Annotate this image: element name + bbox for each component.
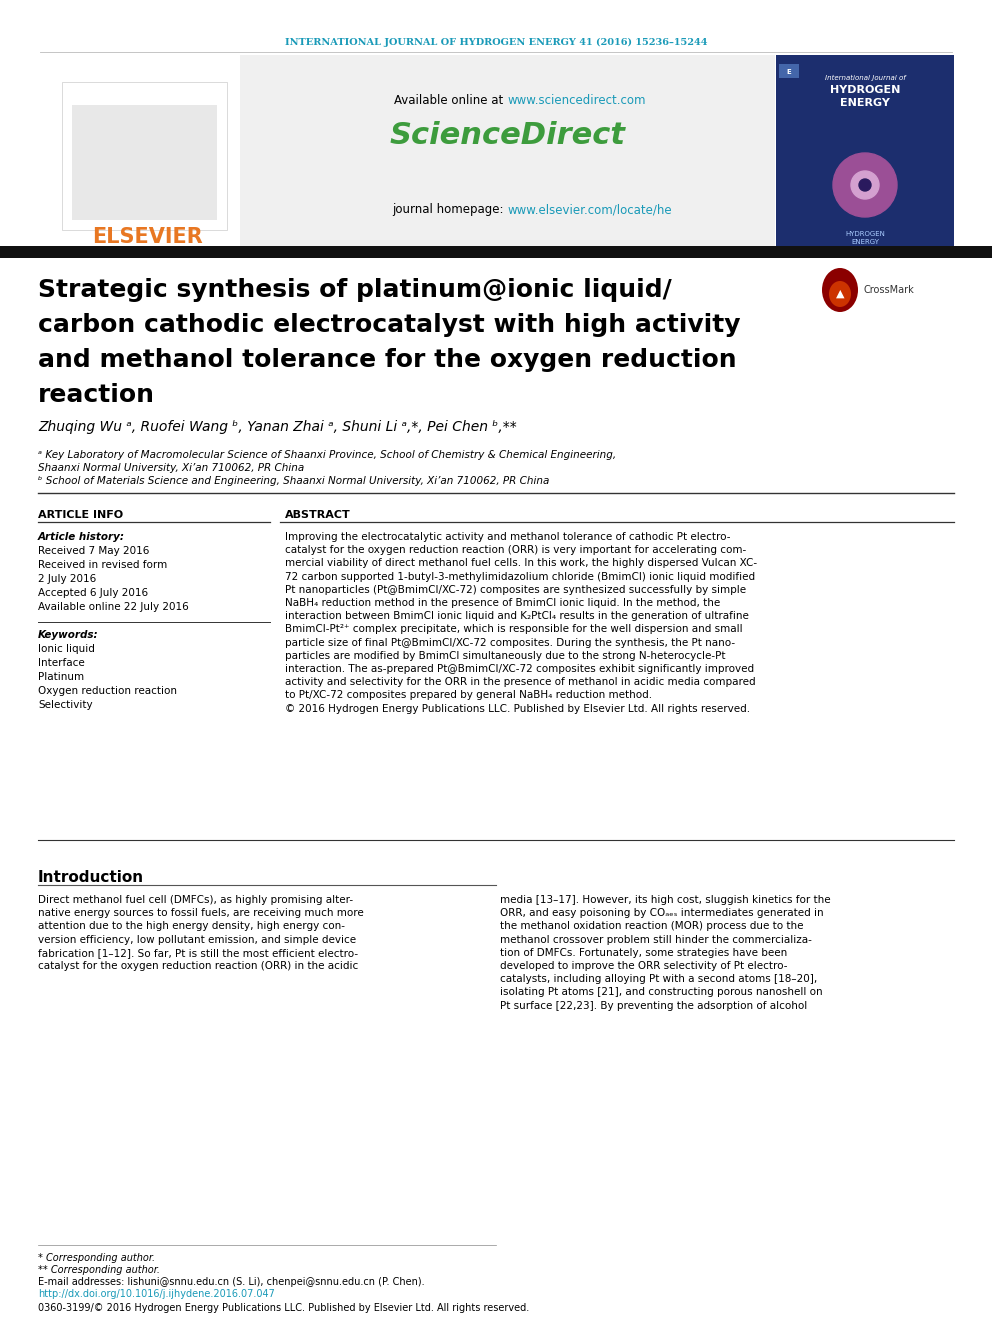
Text: E: E — [787, 69, 792, 75]
Bar — [72, 105, 217, 220]
Text: carbon cathodic electrocatalyst with high activity: carbon cathodic electrocatalyst with hig… — [38, 314, 740, 337]
Text: Available online 22 July 2016: Available online 22 July 2016 — [38, 602, 188, 613]
Text: www.elsevier.com/locate/he: www.elsevier.com/locate/he — [507, 204, 672, 217]
Text: journal homepage:: journal homepage: — [392, 204, 507, 217]
Text: 0360-3199/© 2016 Hydrogen Energy Publications LLC. Published by Elsevier Ltd. Al: 0360-3199/© 2016 Hydrogen Energy Publica… — [38, 1303, 530, 1312]
Text: ORR, and easy poisoning by COₐₑₛ intermediates generated in: ORR, and easy poisoning by COₐₑₛ interme… — [500, 908, 823, 918]
Text: ARTICLE INFO: ARTICLE INFO — [38, 509, 123, 520]
Text: ᵃ Key Laboratory of Macromolecular Science of Shaanxi Province, School of Chemis: ᵃ Key Laboratory of Macromolecular Scien… — [38, 450, 616, 460]
Circle shape — [859, 179, 871, 191]
Text: NaBH₄ reduction method in the presence of BmimCl ionic liquid. In the method, th: NaBH₄ reduction method in the presence o… — [285, 598, 720, 609]
Text: HYDROGEN: HYDROGEN — [830, 85, 900, 95]
Text: version efficiency, low pollutant emission, and simple device: version efficiency, low pollutant emissi… — [38, 934, 356, 945]
Text: ▲: ▲ — [835, 288, 844, 299]
Text: native energy sources to fossil fuels, are receiving much more: native energy sources to fossil fuels, a… — [38, 908, 364, 918]
Text: and methanol tolerance for the oxygen reduction: and methanol tolerance for the oxygen re… — [38, 348, 737, 372]
Text: Pt nanoparticles (Pt@BmimCl/XC-72) composites are synthesized successfully by si: Pt nanoparticles (Pt@BmimCl/XC-72) compo… — [285, 585, 746, 595]
Text: tion of DMFCs. Fortunately, some strategies have been: tion of DMFCs. Fortunately, some strateg… — [500, 947, 788, 958]
Text: catalyst for the oxygen reduction reaction (ORR) is very important for accelerat: catalyst for the oxygen reduction reacti… — [285, 545, 746, 556]
Text: particle size of final Pt@BmimCl/XC-72 composites. During the synthesis, the Pt : particle size of final Pt@BmimCl/XC-72 c… — [285, 638, 735, 647]
Text: 72 carbon supported 1-butyl-3-methylimidazolium chloride (BmimCl) ionic liquid m: 72 carbon supported 1-butyl-3-methylimid… — [285, 572, 755, 582]
Text: media [13–17]. However, its high cost, sluggish kinetics for the: media [13–17]. However, its high cost, s… — [500, 894, 830, 905]
Text: to Pt/XC-72 composites prepared by general NaBH₄ reduction method.: to Pt/XC-72 composites prepared by gener… — [285, 691, 652, 700]
Text: ENERGY: ENERGY — [840, 98, 890, 108]
Text: Ionic liquid: Ionic liquid — [38, 644, 95, 654]
Text: reaction: reaction — [38, 382, 155, 407]
Text: mercial viability of direct methanol fuel cells. In this work, the highly disper: mercial viability of direct methanol fue… — [285, 558, 757, 569]
Text: www.sciencedirect.com: www.sciencedirect.com — [507, 94, 646, 106]
Text: ScienceDirect: ScienceDirect — [390, 120, 626, 149]
Text: fabrication [1–12]. So far, Pt is still the most efficient electro-: fabrication [1–12]. So far, Pt is still … — [38, 947, 358, 958]
Text: catalyst for the oxygen reduction reaction (ORR) in the acidic: catalyst for the oxygen reduction reacti… — [38, 960, 358, 971]
Circle shape — [851, 171, 879, 198]
Text: Accepted 6 July 2016: Accepted 6 July 2016 — [38, 587, 148, 598]
Text: Introduction: Introduction — [38, 871, 144, 885]
Text: isolating Pt atoms [21], and constructing porous nanoshell on: isolating Pt atoms [21], and constructin… — [500, 987, 822, 998]
Text: Strategic synthesis of platinum@ionic liquid/: Strategic synthesis of platinum@ionic li… — [38, 278, 672, 302]
Text: ᵇ School of Materials Science and Engineering, Shaanxi Normal University, Xi’an : ᵇ School of Materials Science and Engine… — [38, 476, 550, 486]
Text: ** Corresponding author.: ** Corresponding author. — [38, 1265, 160, 1275]
Circle shape — [833, 153, 897, 217]
Text: Received 7 May 2016: Received 7 May 2016 — [38, 546, 150, 556]
Ellipse shape — [829, 280, 851, 307]
Text: Platinum: Platinum — [38, 672, 84, 681]
Text: Pt surface [22,23]. By preventing the adsorption of alcohol: Pt surface [22,23]. By preventing the ad… — [500, 1000, 807, 1011]
Text: methanol crossover problem still hinder the commercializa-: methanol crossover problem still hinder … — [500, 934, 811, 945]
Bar — [779, 64, 799, 78]
Text: interaction. The as-prepared Pt@BmimCl/XC-72 composites exhibit significantly im: interaction. The as-prepared Pt@BmimCl/X… — [285, 664, 754, 673]
Text: activity and selectivity for the ORR in the presence of methanol in acidic media: activity and selectivity for the ORR in … — [285, 677, 756, 687]
Text: ABSTRACT: ABSTRACT — [285, 509, 351, 520]
Text: E-mail addresses: lishuni@snnu.edu.cn (S. Li), chenpei@snnu.edu.cn (P. Chen).: E-mail addresses: lishuni@snnu.edu.cn (S… — [38, 1277, 425, 1287]
Bar — [240, 56, 775, 247]
Text: INTERNATIONAL JOURNAL OF HYDROGEN ENERGY 41 (2016) 15236–15244: INTERNATIONAL JOURNAL OF HYDROGEN ENERGY… — [285, 37, 707, 46]
Text: Shaanxi Normal University, Xi’an 710062, PR China: Shaanxi Normal University, Xi’an 710062,… — [38, 463, 305, 474]
Text: ELSEVIER: ELSEVIER — [91, 228, 202, 247]
Text: BmimCl-Pt²⁺ complex precipitate, which is responsible for the well dispersion an: BmimCl-Pt²⁺ complex precipitate, which i… — [285, 624, 743, 635]
Text: 2 July 2016: 2 July 2016 — [38, 574, 96, 583]
Text: attention due to the high energy density, high energy con-: attention due to the high energy density… — [38, 921, 345, 931]
Text: Received in revised form: Received in revised form — [38, 560, 168, 570]
Text: catalysts, including alloying Pt with a second atoms [18–20],: catalysts, including alloying Pt with a … — [500, 974, 817, 984]
Text: CrossMark: CrossMark — [864, 284, 915, 295]
Text: http://dx.doi.org/10.1016/j.ijhydene.2016.07.047: http://dx.doi.org/10.1016/j.ijhydene.201… — [38, 1289, 275, 1299]
Text: interaction between BmimCl ionic liquid and K₂PtCl₄ results in the generation of: interaction between BmimCl ionic liquid … — [285, 611, 749, 622]
Text: Zhuqing Wu ᵃ, Ruofei Wang ᵇ, Yanan Zhai ᵃ, Shuni Li ᵃ,*, Pei Chen ᵇ,**: Zhuqing Wu ᵃ, Ruofei Wang ᵇ, Yanan Zhai … — [38, 419, 517, 434]
Text: Selectivity: Selectivity — [38, 700, 92, 710]
Text: particles are modified by BmimCl simultaneously due to the strong N-heterocycle-: particles are modified by BmimCl simulta… — [285, 651, 725, 660]
Text: Article history:: Article history: — [38, 532, 125, 542]
Text: the methanol oxidation reaction (MOR) process due to the: the methanol oxidation reaction (MOR) pr… — [500, 921, 804, 931]
Text: International Journal of: International Journal of — [824, 75, 906, 81]
Text: Direct methanol fuel cell (DMFCs), as highly promising alter-: Direct methanol fuel cell (DMFCs), as hi… — [38, 894, 353, 905]
Bar — [776, 56, 954, 247]
Bar — [0, 246, 992, 258]
Bar — [62, 82, 227, 230]
Text: Oxygen reduction reaction: Oxygen reduction reaction — [38, 687, 177, 696]
Text: © 2016 Hydrogen Energy Publications LLC. Published by Elsevier Ltd. All rights r: © 2016 Hydrogen Energy Publications LLC.… — [285, 704, 750, 713]
Text: Interface: Interface — [38, 658, 84, 668]
Ellipse shape — [822, 269, 858, 312]
Text: Improving the electrocatalytic activity and methanol tolerance of cathodic Pt el: Improving the electrocatalytic activity … — [285, 532, 730, 542]
Text: developed to improve the ORR selectivity of Pt electro-: developed to improve the ORR selectivity… — [500, 960, 788, 971]
Text: Available online at: Available online at — [394, 94, 507, 106]
Text: * Corresponding author.: * Corresponding author. — [38, 1253, 155, 1263]
Text: Keywords:: Keywords: — [38, 630, 98, 640]
Text: HYDROGEN
ENERGY: HYDROGEN ENERGY — [845, 232, 885, 245]
